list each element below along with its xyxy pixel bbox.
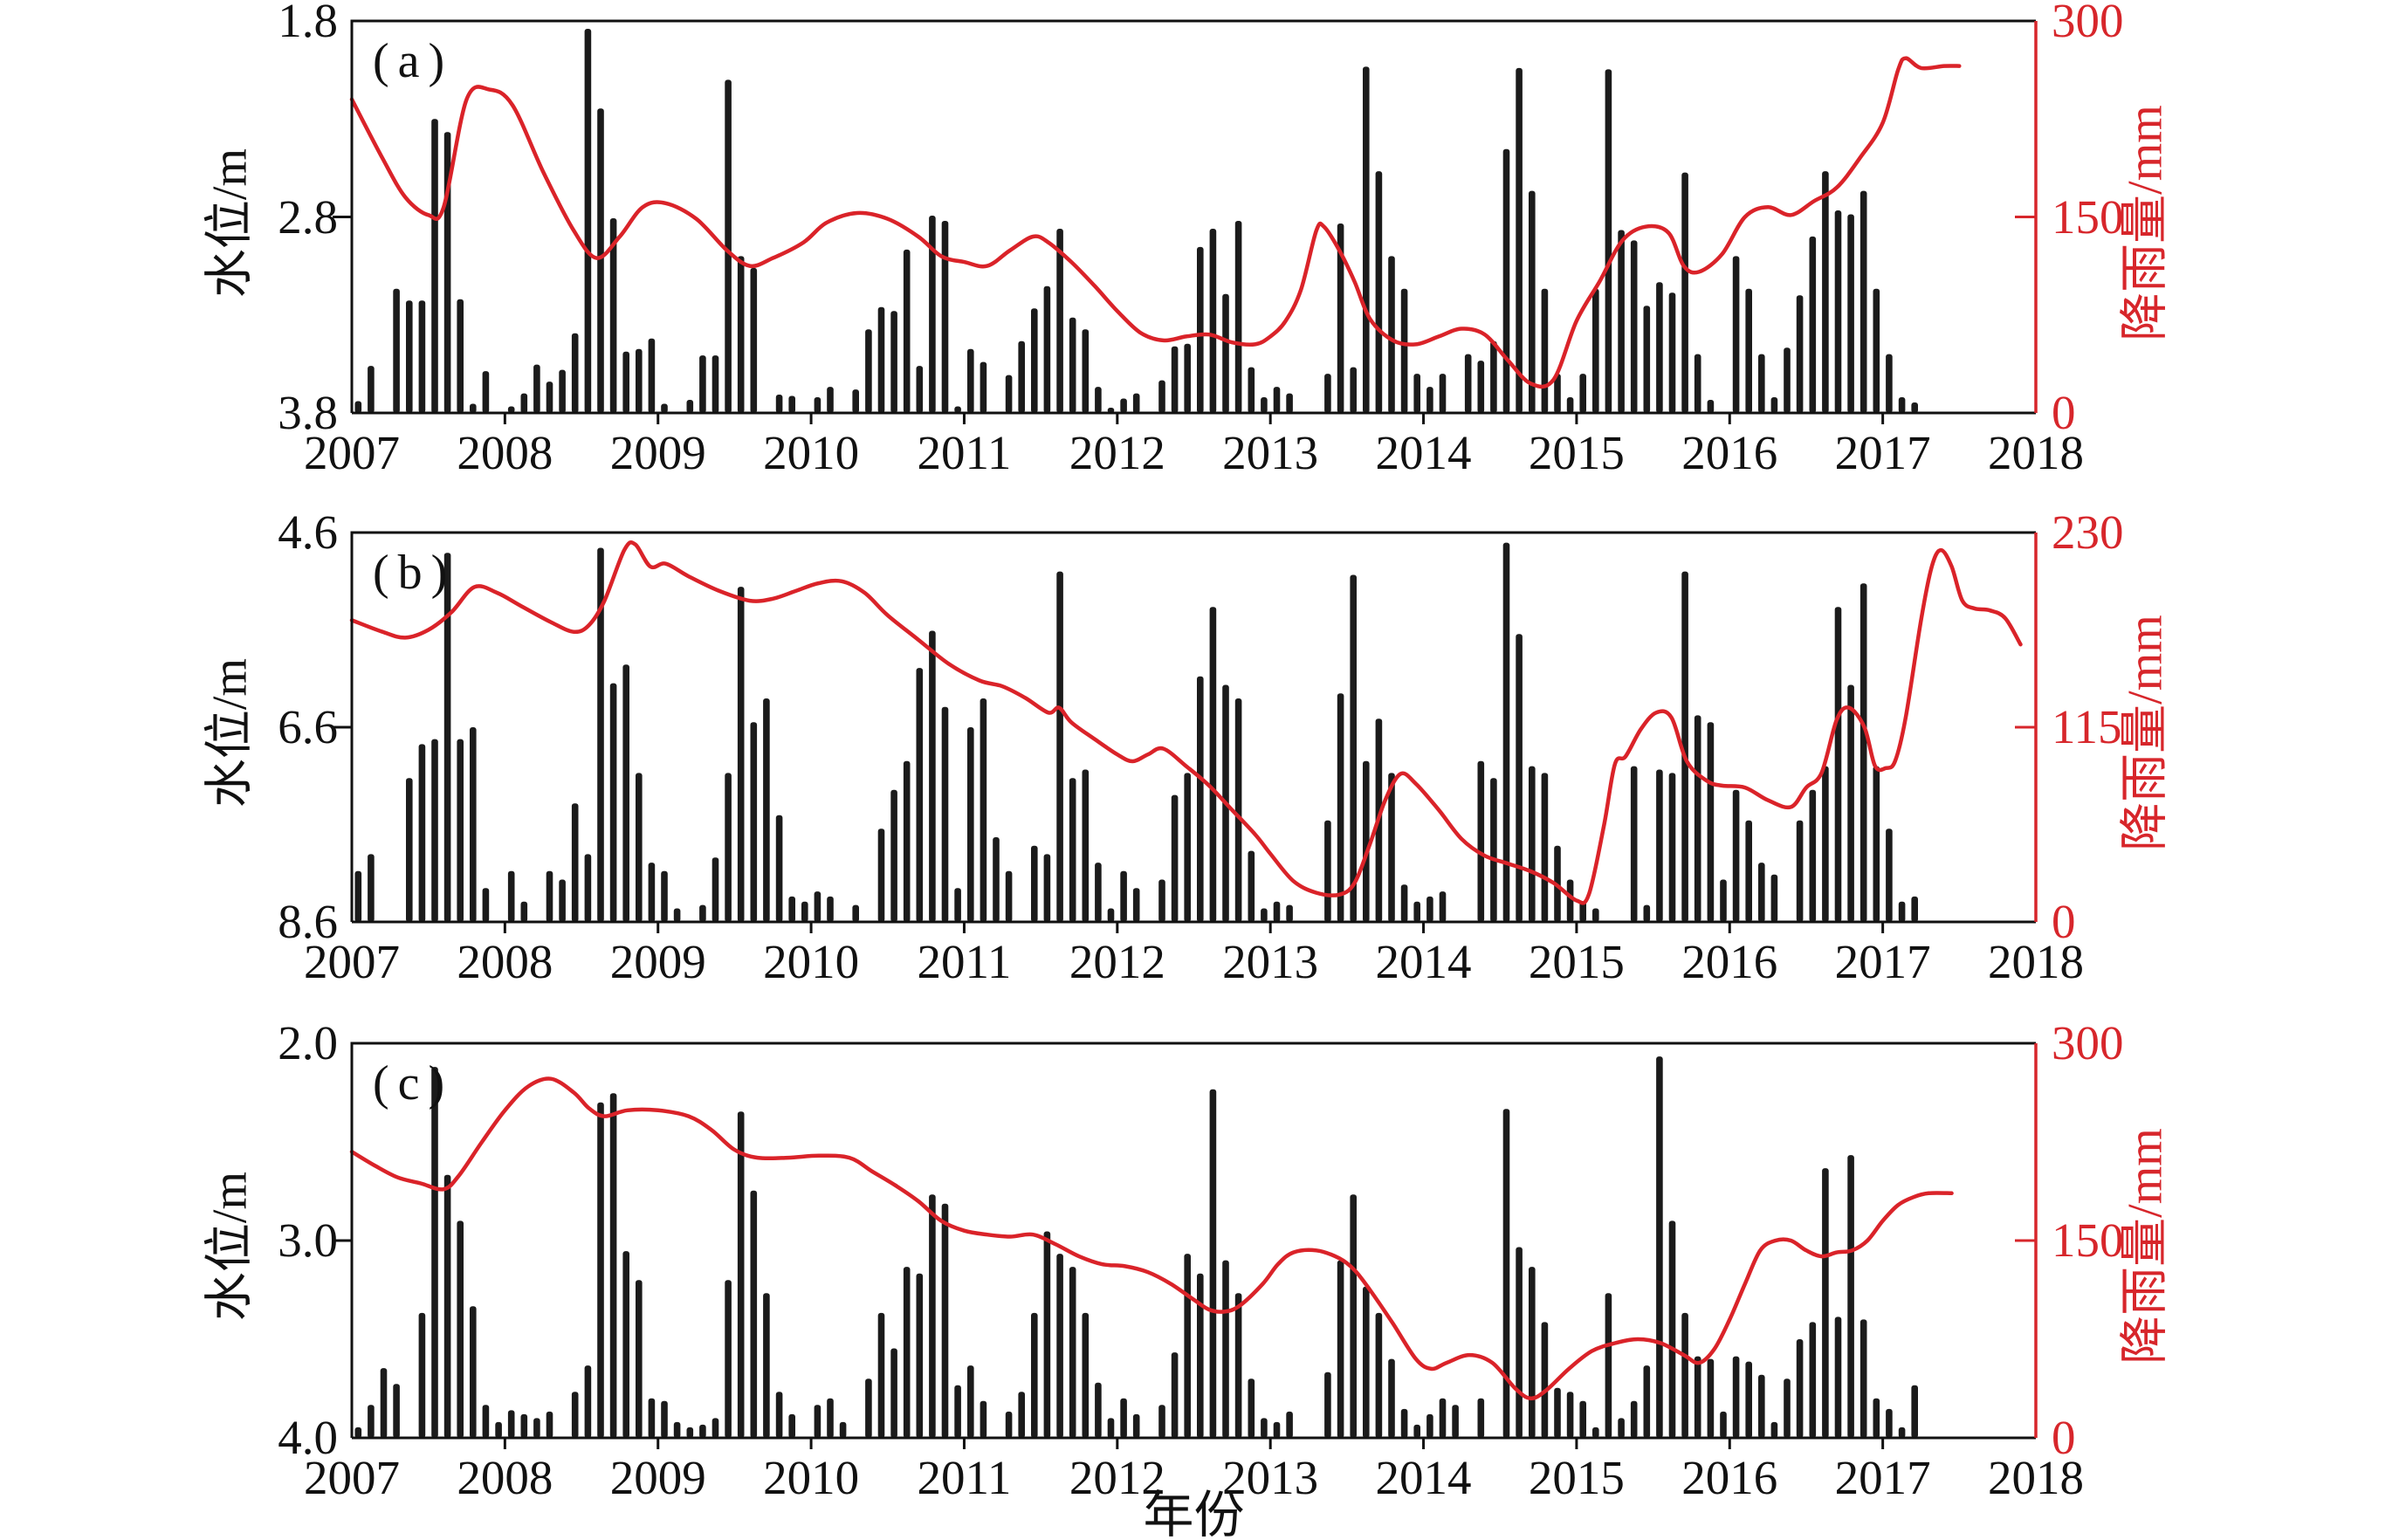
panel-a-year-tick-2014: 2014 [1375,426,1472,479]
panel-c-rainfall-bars [354,1056,1918,1438]
panel-a [333,19,2038,424]
panel-c-year-tick-2007: 2007 [304,1451,400,1504]
panel-a-year-tick-2018: 2018 [1988,426,2084,479]
panel-b-letter: (b) [373,546,457,600]
panel-c-year-tick-2010: 2010 [763,1451,860,1504]
panel-b-left-tick-8.6: 8.6 [278,895,338,948]
panel-a-right-tick-0: 0 [2052,386,2076,439]
panel-b-axes [333,531,2038,933]
panel-a-year-tick-2010: 2010 [763,426,860,479]
panel-c-water-level-line [349,1076,1954,1401]
panel-c-year-tick-2009: 2009 [609,1451,706,1504]
panel-c-right-tick-150: 150 [2052,1213,2124,1267]
panel-c-right-tick-0: 0 [2052,1411,2076,1464]
panel-b-year-tick-2014: 2014 [1375,935,1472,988]
panel-a-left-tick-2.8: 2.8 [278,189,338,244]
panel-b-right-tick-115: 115 [2052,700,2122,753]
panel-b-year-tick-2009: 2009 [609,935,706,988]
panel-b-year-tick-2013: 2013 [1222,935,1319,988]
panel-b-rainfall-bars [354,542,1918,922]
panel-b-right-tick-230: 230 [2052,505,2124,559]
panel-a-left-tick-1.8: 1.8 [278,0,338,47]
panel-c-year-tick-2015: 2015 [1528,1451,1625,1504]
panel-c-left-tick-4.0: 4.0 [278,1411,338,1464]
panel-a-year-tick-2016: 2016 [1681,426,1778,479]
panel-a-year-tick-2013: 2013 [1222,426,1319,479]
panel-a-letter: (a) [373,34,454,88]
panel-c [333,1042,2038,1449]
panel-b-year-tick-2018: 2018 [1988,935,2084,988]
panel-c-year-tick-2018: 2018 [1988,1451,2084,1504]
panel-c-left-tick-3.0: 3.0 [278,1213,338,1267]
panel-c-year-tick-2016: 2016 [1681,1451,1778,1504]
panel-b-right-tick-0: 0 [2052,895,2076,948]
panel-a-right-tick-150: 150 [2052,189,2124,244]
panel-c-year-tick-2013: 2013 [1222,1451,1319,1504]
panel-b-left-tick-6.6: 6.6 [278,700,338,753]
panel-a-water-level-line [349,56,1962,389]
panel-a-rainfall-bars [354,29,1918,414]
panel-c-axes [333,1042,2038,1449]
panel-b-year-tick-2017: 2017 [1834,935,1931,988]
panel-b-year-tick-2011: 2011 [917,935,1012,988]
panel-c-right-tick-300: 300 [2052,1016,2124,1069]
panel-c-year-tick-2017: 2017 [1834,1451,1931,1504]
panel-c-left-tick-2.0: 2.0 [278,1016,338,1069]
panel-a-left-tick-3.8: 3.8 [278,386,338,439]
panel-c-year-tick-2011: 2011 [917,1451,1012,1504]
panel-c-year-tick-2012: 2012 [1069,1451,1165,1504]
panel-a-year-tick-2011: 2011 [917,426,1012,479]
panel-b-left-tick-4.6: 4.6 [278,505,338,559]
panel-b-year-tick-2012: 2012 [1069,935,1165,988]
panel-b-year-tick-2015: 2015 [1528,935,1625,988]
panel-a-year-tick-2007: 2007 [304,426,400,479]
panel-a-year-tick-2015: 2015 [1528,426,1625,479]
panel-c-year-tick-2008: 2008 [457,1451,553,1504]
panel-a-right-tick-300: 300 [2052,0,2124,47]
panel-b [333,531,2038,933]
panel-c-letter: (c) [373,1056,454,1110]
panel-b-year-tick-2007: 2007 [304,935,400,988]
panel-c-year-tick-2014: 2014 [1375,1451,1472,1504]
panel-a-year-tick-2008: 2008 [457,426,553,479]
panel-b-water-level-line [349,540,2023,905]
x-axis-title: 年份 [1143,1487,1245,1540]
panel-a-year-tick-2012: 2012 [1069,426,1165,479]
panel-a-year-tick-2017: 2017 [1834,426,1931,479]
panel-a-axes [333,19,2038,424]
panel-b-year-tick-2010: 2010 [763,935,860,988]
panel-b-year-tick-2016: 2016 [1681,935,1778,988]
panel-a-year-tick-2009: 2009 [609,426,706,479]
panel-b-year-tick-2008: 2008 [457,935,553,988]
